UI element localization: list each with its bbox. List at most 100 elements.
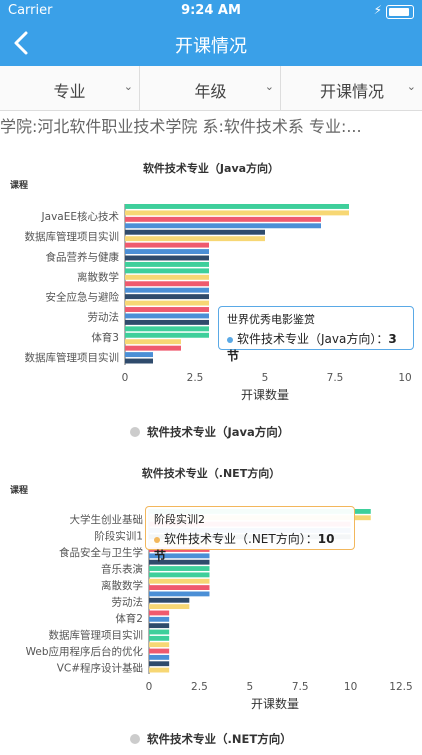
tooltip-course: 阶段实训2 [154, 513, 205, 526]
x-tick-label: 0 [146, 681, 153, 693]
bar [149, 635, 170, 641]
page-title: 开课情况 [175, 36, 247, 57]
tooltip-course: 世界优秀电影鉴赏 [227, 313, 315, 326]
bar [125, 332, 209, 338]
bar [125, 287, 209, 293]
bar [149, 553, 210, 559]
bar [149, 629, 170, 635]
tooltip-value: 3节 [227, 332, 397, 363]
bar [149, 623, 170, 629]
chart-title: 软件技术专业（.NET方向） [142, 466, 280, 480]
x-axis-label: 开课数量 [251, 696, 299, 711]
filter-grade[interactable]: 年级 ⌄ [141, 66, 281, 110]
category-label: 数据库管理项目实训 [49, 628, 144, 641]
bar [149, 661, 170, 667]
y-axis-label: 课程 [10, 484, 28, 496]
legend-dot-icon [130, 734, 140, 744]
x-tick-label: 0 [122, 372, 129, 384]
chevron-down-icon: ⌄ [406, 80, 416, 93]
bar [149, 572, 210, 578]
x-tick-label: 2.5 [187, 372, 204, 384]
filter-major[interactable]: 专业 ⌄ [0, 66, 140, 110]
tooltip-series: 软件技术专业（.NET方向） [164, 532, 306, 546]
back-chevron-icon[interactable] [8, 28, 36, 58]
clock: 9:24 AM [181, 3, 241, 18]
bar [125, 236, 265, 242]
bar [125, 223, 321, 229]
category-label: 音乐表演 [101, 562, 143, 575]
college-info-line: 学院:河北软件职业技术学院 系:软件技术系 专业:... [0, 117, 362, 136]
status-bar: Carrier 9:24 AM ⚡ [0, 0, 422, 22]
bar [125, 345, 181, 351]
x-tick-label: 10 [344, 681, 357, 693]
chart-title: 软件技术专业（Java方向） [143, 161, 279, 175]
bar [125, 255, 209, 261]
x-tick-label: 5 [262, 372, 269, 384]
bar [149, 597, 190, 603]
x-tick-label: 2.5 [191, 681, 208, 693]
battery-icon [386, 5, 414, 19]
bar [125, 204, 349, 209]
tooltip-value: 10节 [154, 532, 335, 563]
bar [149, 616, 170, 622]
category-label: 阶段实训1 [94, 529, 143, 542]
tooltip-series: 软件技术专业（Java方向） [237, 332, 377, 346]
category-label: 大学生创业基础 [70, 513, 144, 526]
carrier-label: Carrier [8, 3, 53, 18]
bar [125, 261, 209, 267]
chevron-down-icon: ⌄ [123, 80, 133, 93]
bar [125, 307, 209, 312]
bar [149, 591, 210, 597]
category-label: 数据库管理项目实训 [25, 230, 120, 243]
bar [125, 326, 209, 332]
net-chart-tooltip: 阶段实训2 软件技术专业（.NET方向）：10节 [145, 506, 355, 563]
series-dot-icon [227, 336, 233, 343]
y-axis-label: 课程 [10, 179, 28, 191]
filter-status-label: 开课情况 [319, 82, 384, 101]
category-label: 体育2 [115, 612, 143, 625]
chevron-down-icon: ⌄ [264, 80, 274, 93]
bar [125, 274, 209, 280]
java-chart-tooltip: 世界优秀电影鉴赏 软件技术专业（Java方向）：3节 [218, 306, 414, 363]
bar [149, 566, 210, 571]
filter-bar: 专业 ⌄ 年级 ⌄ 开课情况 ⌄ [0, 66, 422, 111]
bar [125, 294, 209, 300]
bar [125, 352, 153, 358]
x-tick-label: 7.5 [292, 681, 309, 693]
nav-bar: 开课情况 [0, 22, 422, 66]
category-label: Web应用程序后台的优化 [26, 645, 144, 658]
bar [125, 229, 265, 235]
category-label: 安全应急与避险 [46, 291, 120, 304]
bar [149, 642, 170, 648]
category-label: 食品营养与健康 [46, 250, 120, 263]
x-tick-label: 10 [398, 372, 411, 384]
bar [125, 210, 349, 216]
java-course-chart: 软件技术专业（Java方向）课程JavaEE核心技术数据库管理项目实训食品营养与… [10, 161, 412, 439]
x-tick-label: 5 [246, 681, 253, 693]
category-label: 体育3 [91, 331, 119, 344]
bar [149, 648, 170, 654]
bar [125, 358, 153, 364]
category-label: 离散数学 [101, 579, 143, 592]
category-label: 离散数学 [77, 270, 119, 283]
bar [125, 268, 209, 274]
app-header: Carrier 9:24 AM ⚡ 开课情况 [0, 0, 422, 66]
x-tick-label: 7.5 [327, 372, 344, 384]
bar [149, 559, 210, 565]
bar [125, 216, 321, 222]
filter-major-label: 专业 [53, 82, 86, 101]
bar [149, 654, 170, 660]
category-label: 食品安全与卫生学 [59, 546, 143, 559]
filter-grade-label: 年级 [194, 82, 227, 101]
legend-dot-icon [130, 427, 140, 437]
bar [125, 313, 209, 319]
bar [125, 249, 209, 255]
filter-status[interactable]: 开课情况 ⌄ [282, 66, 422, 110]
category-label: 劳动法 [112, 595, 144, 608]
bar [149, 610, 170, 616]
category-label: 数据库管理项目实训 [25, 351, 120, 364]
bar [125, 300, 209, 306]
bar [149, 604, 190, 610]
bar [125, 339, 181, 345]
